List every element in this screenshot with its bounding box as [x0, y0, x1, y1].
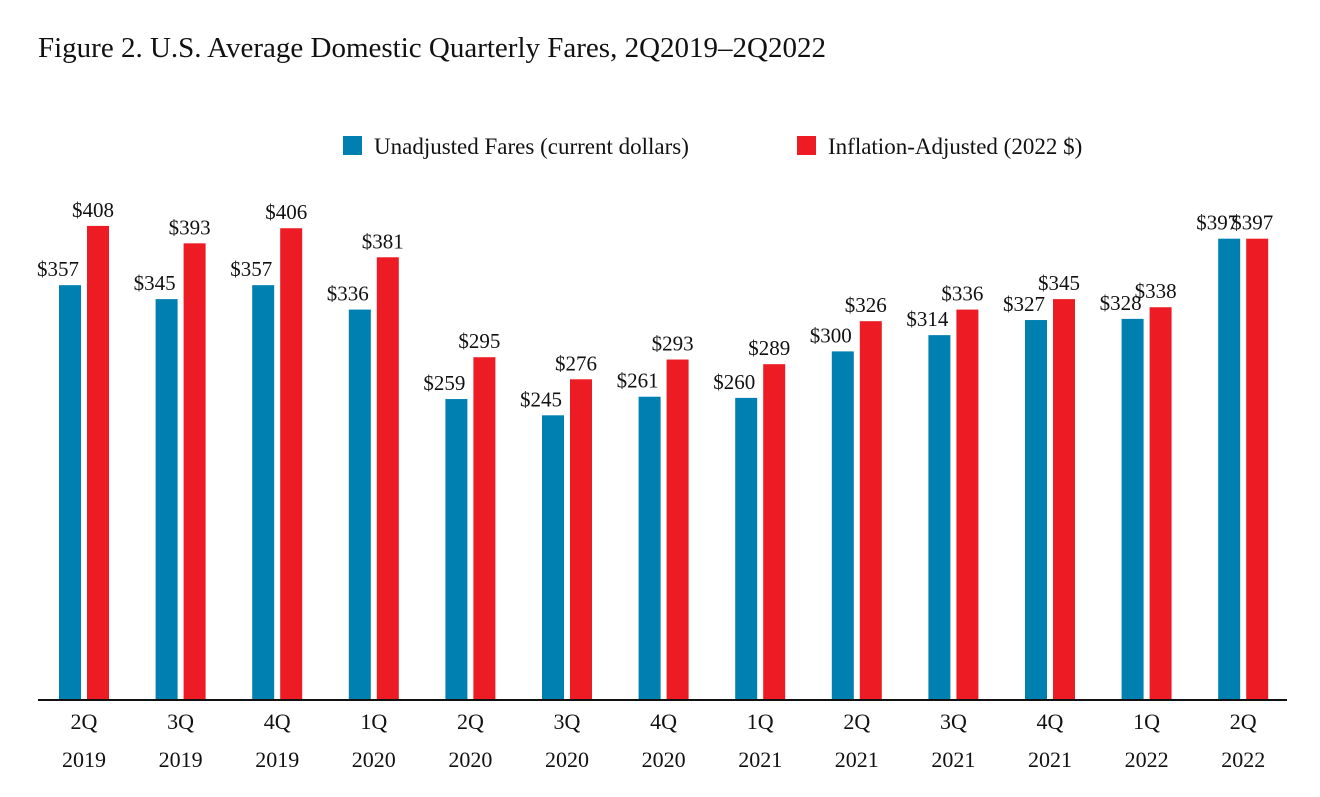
x-tick-year: 2021: [738, 747, 782, 772]
value-label: $293: [652, 332, 694, 356]
x-tick-year: 2019: [62, 747, 106, 772]
x-tick-quarter: 3Q: [167, 709, 194, 734]
bar-unadjusted: [1121, 318, 1144, 700]
x-tick-year: 2021: [835, 747, 879, 772]
x-tick-year: 2019: [159, 747, 203, 772]
legend-swatch: [797, 136, 816, 155]
value-label: $357: [37, 257, 79, 281]
x-tick-quarter: 3Q: [554, 709, 581, 734]
bar-unadjusted: [252, 285, 275, 700]
value-label: $397: [1196, 211, 1238, 235]
value-label: $338: [1135, 279, 1177, 303]
bar-unadjusted: [59, 285, 81, 700]
bar-unadjusted: [928, 335, 951, 700]
x-tick-year: 2020: [545, 747, 589, 772]
bar-inflation-adjusted: [1053, 299, 1075, 700]
value-label: $260: [713, 370, 755, 394]
x-tick-year: 2021: [931, 747, 975, 772]
legend-label: Inflation-Adjusted (2022 $): [828, 134, 1082, 159]
bar-inflation-adjusted: [859, 321, 882, 700]
value-label: $300: [810, 323, 852, 347]
legend-label: Unadjusted Fares (current dollars): [374, 134, 689, 159]
value-label: $345: [1038, 271, 1080, 295]
x-tick-labels: 2Q 2019 3Q 2019 4Q 2019 1Q 2020 2Q 2020 3Q 2020 4Q 20…: [62, 709, 1265, 772]
value-label: $327: [1003, 292, 1045, 316]
value-label: $336: [327, 282, 369, 306]
chart-title: Figure 2. U.S. Average Domestic Quarterl…: [38, 32, 826, 64]
value-label: $276: [555, 351, 597, 375]
bar-unadjusted: [348, 309, 371, 700]
value-label: $259: [423, 371, 465, 395]
bar-unadjusted: [638, 396, 661, 700]
value-label: $406: [265, 200, 307, 224]
value-label: $381: [362, 229, 404, 253]
value-label: $336: [941, 282, 983, 306]
x-tick-year: 2020: [642, 747, 686, 772]
value-label: $408: [72, 198, 114, 222]
x-tick-quarter: 4Q: [264, 709, 291, 734]
value-label: $314: [906, 307, 949, 331]
value-label: $245: [520, 387, 562, 411]
x-tick-year: 2021: [1028, 747, 1072, 772]
bar-inflation-adjusted: [570, 379, 592, 700]
x-tick-quarter: 1Q: [360, 709, 387, 734]
bar-inflation-adjusted: [376, 257, 399, 700]
x-tick-year: 2022: [1125, 747, 1169, 772]
legend-swatch: [343, 136, 362, 155]
x-tick-quarter: 3Q: [940, 709, 967, 734]
x-tick-quarter: 1Q: [1133, 709, 1160, 734]
value-label: $328: [1100, 291, 1142, 315]
value-label: $345: [134, 271, 176, 295]
bar-unadjusted: [1025, 320, 1047, 700]
bar-unadjusted: [542, 415, 564, 700]
bar-inflation-adjusted: [87, 225, 109, 701]
x-tick-year: 2022: [1221, 747, 1265, 772]
value-labels: $357 $408 $345 $393 $357 $406 $336 $381 $259 $295…: [37, 198, 1273, 411]
value-label: $326: [845, 293, 887, 317]
x-tick-quarter: 4Q: [650, 709, 677, 734]
bar-inflation-adjusted: [280, 228, 303, 700]
value-label: $295: [458, 329, 500, 353]
x-tick-quarter: 2Q: [1230, 709, 1257, 734]
value-label: $289: [748, 336, 790, 360]
bar-inflation-adjusted: [666, 359, 689, 700]
legend: Unadjusted Fares (current dollars) Inflat…: [343, 134, 1082, 159]
bar-inflation-adjusted: [763, 364, 786, 700]
bar-inflation-adjusted: [956, 309, 979, 700]
bar-unadjusted: [831, 351, 854, 700]
value-label: $261: [617, 369, 659, 393]
x-tick-quarter: 1Q: [747, 709, 774, 734]
value-label: $393: [169, 215, 211, 239]
bars: [59, 225, 1269, 701]
bar-inflation-adjusted: [1246, 238, 1269, 700]
x-tick-quarter: 4Q: [1037, 709, 1064, 734]
x-tick-quarter: 2Q: [843, 709, 870, 734]
bar-inflation-adjusted: [1149, 307, 1172, 700]
x-tick-year: 2020: [352, 747, 396, 772]
value-label: $357: [230, 257, 272, 281]
x-tick-quarter: 2Q: [71, 709, 98, 734]
bar-inflation-adjusted: [183, 243, 206, 701]
x-tick-year: 2020: [448, 747, 492, 772]
x-tick-year: 2019: [255, 747, 299, 772]
bar-unadjusted: [155, 299, 178, 700]
bar-unadjusted: [1218, 238, 1241, 700]
bar-unadjusted: [735, 397, 758, 700]
bar-unadjusted: [445, 399, 468, 700]
bar-inflation-adjusted: [473, 357, 496, 700]
value-label: $397: [1231, 211, 1273, 235]
x-tick-quarter: 2Q: [457, 709, 484, 734]
